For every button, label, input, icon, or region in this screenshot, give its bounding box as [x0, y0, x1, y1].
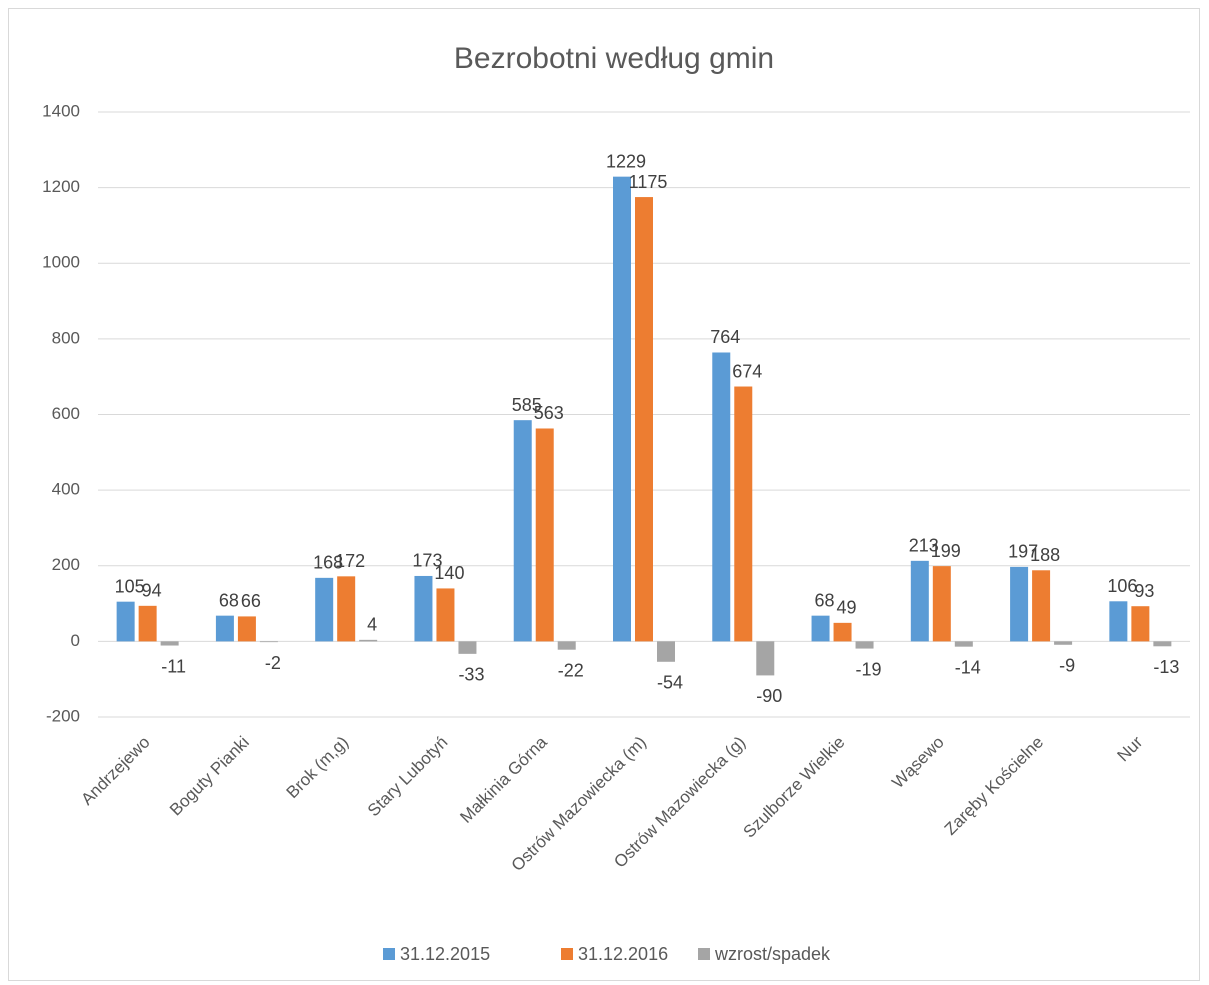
bar	[337, 576, 356, 642]
y-tick-label: 800	[52, 328, 80, 347]
bar	[910, 560, 929, 642]
data-label: -11	[161, 656, 186, 676]
legend-label: 31.12.2015	[400, 944, 490, 964]
bar	[458, 641, 477, 654]
bar	[712, 352, 731, 642]
bar	[1010, 566, 1029, 642]
data-label: 197	[1008, 542, 1038, 562]
data-label: 4	[367, 615, 377, 635]
y-tick-label: 1000	[42, 253, 80, 272]
data-label: -9	[1059, 656, 1075, 676]
y-tick-label: 400	[52, 480, 80, 499]
bar	[359, 639, 378, 642]
data-label: 1175	[629, 172, 668, 192]
legend-label: 31.12.2016	[578, 944, 668, 964]
bar	[1109, 601, 1128, 642]
bar	[259, 641, 278, 643]
bar	[833, 622, 852, 642]
data-label: 93	[1134, 581, 1154, 601]
data-label: 106	[1107, 576, 1137, 596]
data-label: 173	[412, 551, 442, 571]
data-label: -33	[458, 665, 484, 685]
data-label: 66	[241, 591, 261, 611]
y-tick-label: 200	[52, 555, 80, 574]
bar	[954, 641, 973, 647]
bar	[811, 615, 830, 642]
bar	[855, 641, 874, 649]
bar	[436, 588, 455, 642]
legend-swatch	[383, 948, 395, 960]
data-label: 68	[815, 590, 835, 610]
bar	[215, 615, 234, 642]
data-label: 1229	[606, 151, 646, 171]
data-label: 585	[512, 395, 542, 415]
bar	[657, 641, 675, 662]
bar	[1054, 641, 1073, 645]
data-label: 199	[931, 541, 961, 561]
data-label: 764	[710, 327, 740, 347]
y-tick-label: 0	[71, 631, 80, 650]
bar	[734, 386, 753, 642]
data-label: -2	[265, 653, 281, 673]
legend-swatch	[698, 948, 710, 960]
bar	[932, 566, 951, 642]
bar	[414, 575, 433, 642]
data-label: 140	[434, 563, 464, 583]
data-label: -22	[558, 660, 584, 680]
data-label: -14	[955, 657, 981, 677]
data-label: 68	[219, 590, 239, 610]
chart-title: Bezrobotni według gmin	[454, 42, 774, 75]
legend-swatch	[561, 948, 573, 960]
data-label: 49	[837, 598, 857, 618]
bar	[160, 641, 179, 646]
data-label: 674	[732, 361, 762, 381]
y-tick-label: 1200	[42, 177, 80, 196]
bar	[557, 641, 576, 650]
y-tick-label: 1400	[42, 101, 80, 120]
legend-label: wzrost/spadek	[714, 944, 831, 964]
data-label: 188	[1030, 545, 1060, 565]
data-label: 172	[335, 551, 365, 571]
data-label: 94	[142, 581, 162, 601]
bar	[635, 197, 653, 642]
data-label: 563	[534, 403, 564, 423]
data-label: 105	[115, 576, 145, 596]
bar	[1032, 570, 1051, 642]
bar	[138, 605, 157, 642]
bar	[756, 641, 775, 676]
chart-border	[8, 8, 1200, 981]
bar	[1153, 641, 1172, 647]
y-tick-label: -200	[46, 706, 80, 725]
bar	[315, 577, 334, 642]
bar	[513, 420, 532, 642]
data-label: 168	[313, 553, 343, 573]
bar	[116, 601, 135, 642]
bar	[613, 176, 631, 642]
y-tick-label: 600	[52, 404, 80, 423]
bar	[237, 616, 256, 642]
data-label: -19	[856, 659, 882, 679]
data-label: -90	[756, 686, 782, 706]
bar	[535, 428, 554, 642]
data-label: -54	[657, 673, 683, 693]
bar	[1131, 606, 1150, 642]
data-label: 213	[909, 536, 939, 556]
data-label: -13	[1153, 657, 1179, 677]
